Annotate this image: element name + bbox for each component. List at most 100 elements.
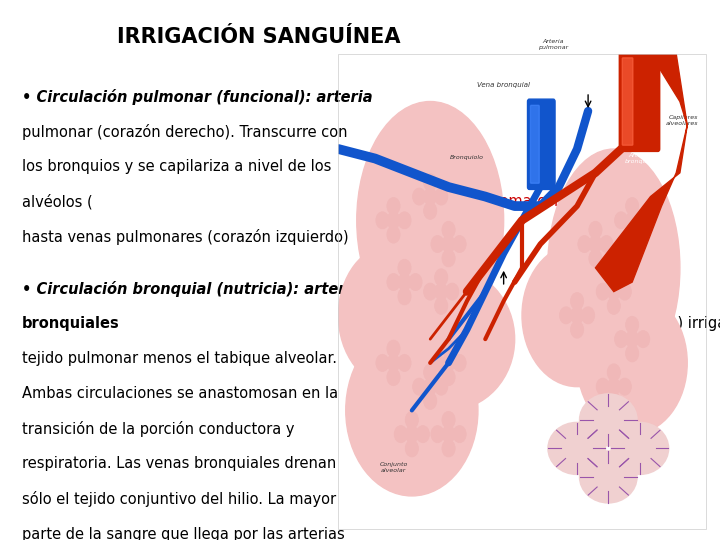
Ellipse shape (338, 244, 449, 387)
Text: Vena bronquial: Vena bronquial (477, 82, 530, 88)
Text: • Circulación pulmonar (funcional): arteria: • Circulación pulmonar (funcional): arte… (22, 89, 372, 105)
Ellipse shape (548, 149, 680, 387)
Circle shape (387, 198, 400, 214)
Circle shape (423, 378, 437, 395)
Circle shape (376, 354, 389, 372)
Text: bronquiales: bronquiales (22, 316, 120, 331)
Polygon shape (595, 54, 687, 292)
Ellipse shape (357, 102, 504, 339)
Circle shape (409, 274, 422, 291)
Circle shape (446, 283, 459, 300)
Circle shape (626, 226, 639, 243)
Circle shape (570, 293, 584, 309)
Circle shape (453, 235, 466, 253)
Text: Ambas circulaciones se anastomosan en la: Ambas circulaciones se anastomosan en la (22, 386, 338, 401)
Circle shape (618, 378, 631, 395)
Circle shape (615, 212, 628, 229)
Text: alvéolos (: alvéolos ( (22, 194, 92, 210)
FancyBboxPatch shape (619, 52, 660, 151)
Circle shape (582, 307, 595, 324)
Circle shape (435, 269, 448, 286)
Circle shape (580, 394, 636, 446)
Circle shape (405, 440, 418, 457)
Circle shape (626, 212, 639, 229)
Circle shape (442, 250, 455, 267)
Circle shape (607, 364, 621, 381)
Circle shape (398, 274, 411, 291)
Circle shape (376, 212, 389, 229)
Text: respiratoria. Las venas bronquiales drenan: respiratoria. Las venas bronquiales dren… (22, 456, 336, 471)
FancyBboxPatch shape (528, 99, 555, 190)
Circle shape (636, 212, 649, 229)
Circle shape (626, 198, 639, 214)
Circle shape (636, 330, 649, 348)
Ellipse shape (577, 292, 688, 434)
Text: tejido pulmonar menos el tabique alveolar.: tejido pulmonar menos el tabique alveola… (22, 351, 337, 366)
Circle shape (611, 423, 668, 474)
Circle shape (596, 378, 609, 395)
Circle shape (596, 283, 609, 300)
Circle shape (589, 250, 602, 267)
Text: pulmonar (corazón derecho). Transcurre con: pulmonar (corazón derecho). Transcurre c… (22, 124, 347, 140)
Circle shape (607, 393, 621, 409)
Circle shape (423, 283, 437, 300)
Circle shape (435, 378, 448, 395)
Circle shape (570, 321, 584, 338)
Circle shape (423, 188, 437, 205)
Ellipse shape (382, 268, 515, 410)
Circle shape (607, 269, 621, 286)
Text: Conjunto
alveolar: Conjunto alveolar (379, 462, 408, 473)
Circle shape (398, 212, 411, 229)
Circle shape (435, 188, 448, 205)
Text: Capilares
alveolares: Capilares alveolares (666, 116, 698, 126)
Circle shape (442, 340, 455, 357)
Circle shape (398, 288, 411, 305)
Circle shape (387, 226, 400, 243)
Circle shape (626, 316, 639, 333)
Text: hasta venas pulmonares (corazón izquierdo): hasta venas pulmonares (corazón izquierd… (22, 230, 348, 246)
Circle shape (589, 235, 602, 253)
Circle shape (607, 283, 621, 300)
Circle shape (395, 426, 408, 443)
Circle shape (615, 330, 628, 348)
Circle shape (580, 451, 636, 503)
Text: hematosis: hematosis (490, 194, 566, 210)
Circle shape (387, 212, 400, 229)
Text: Arteria
pulmonar: Arteria pulmonar (538, 39, 568, 50)
Circle shape (431, 426, 444, 443)
Text: Bronquiolo: Bronquiolo (450, 154, 484, 159)
Circle shape (453, 354, 466, 372)
Circle shape (405, 426, 418, 443)
Circle shape (387, 340, 400, 357)
Circle shape (442, 440, 455, 457)
Circle shape (423, 174, 437, 191)
Circle shape (549, 423, 605, 474)
Circle shape (435, 283, 448, 300)
Text: Arteria
bronquial: Arteria bronquial (624, 153, 654, 164)
Text: los bronquios y se capilariza a nivel de los: los bronquios y se capilariza a nivel de… (22, 159, 331, 174)
Circle shape (442, 235, 455, 253)
Circle shape (442, 426, 455, 443)
Circle shape (570, 307, 584, 324)
FancyBboxPatch shape (622, 58, 633, 145)
Circle shape (405, 411, 418, 428)
Text: sólo el tejido conjuntivo del hilio. La mayor: sólo el tejido conjuntivo del hilio. La … (22, 491, 336, 508)
Circle shape (413, 378, 426, 395)
Circle shape (387, 354, 400, 372)
Circle shape (442, 354, 455, 372)
Text: (ramas de la aorta) irriga todo el: (ramas de la aorta) irriga todo el (537, 316, 720, 331)
Circle shape (435, 298, 448, 314)
Circle shape (423, 364, 437, 381)
Circle shape (442, 411, 455, 428)
Circle shape (387, 274, 400, 291)
Circle shape (442, 369, 455, 386)
Circle shape (387, 369, 400, 386)
Circle shape (600, 235, 613, 253)
Circle shape (423, 393, 437, 409)
Circle shape (416, 426, 429, 443)
FancyBboxPatch shape (531, 105, 539, 183)
Text: transición de la porción conductora y: transición de la porción conductora y (22, 421, 294, 437)
Text: • Circulación bronquial (nutricia): arterias: • Circulación bronquial (nutricia): arte… (22, 281, 369, 297)
Ellipse shape (346, 325, 478, 496)
Circle shape (453, 426, 466, 443)
